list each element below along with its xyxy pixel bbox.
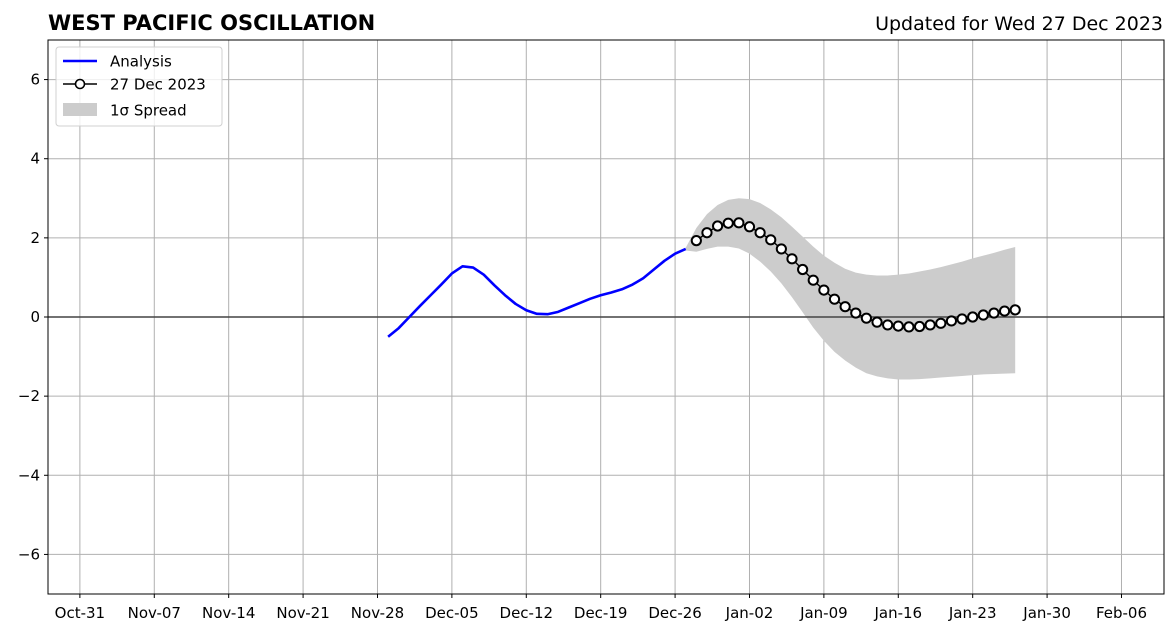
x-tick-label: Nov-28 [351, 604, 404, 622]
legend-box [55, 46, 223, 127]
tick-layer: Oct-31 Nov-07 Nov-14 Nov-21 Nov-28 Dec-05 Dec-… [18, 71, 1147, 622]
x-tick-label: Nov-21 [276, 604, 329, 622]
analysis-line [387, 247, 687, 338]
forecast-point [807, 274, 819, 286]
forecast-point [743, 221, 756, 233]
x-tick-label: Feb-06 [1096, 604, 1147, 622]
x-tick-label: Nov-14 [202, 604, 255, 622]
forecast-point [722, 217, 734, 229]
y-tick-label: −6 [18, 545, 40, 563]
legend-forecast-label: 27 Dec 2023 [110, 76, 206, 94]
y-tick-label: −2 [18, 387, 40, 405]
forecast-point [701, 227, 713, 239]
forecast-point [828, 293, 841, 305]
x-tick-label: Dec-19 [574, 604, 628, 622]
x-tick-label: Jan-23 [948, 604, 997, 622]
forecast-point [998, 305, 1011, 317]
chart-subtitle: Updated for Wed 27 Dec 2023 [875, 13, 1163, 35]
legend-forecast-marker [74, 78, 86, 90]
x-tick-label: Jan-02 [725, 604, 774, 622]
forecast-point [924, 319, 936, 331]
forecast-point [1009, 304, 1021, 316]
series-layer [387, 217, 1021, 338]
spread-layer [48, 198, 1164, 380]
y-tick-label: 6 [30, 71, 40, 89]
forecast-point [690, 235, 702, 247]
forecast-point [903, 321, 915, 333]
forecast-point [775, 243, 787, 255]
forecast-point [913, 320, 926, 333]
legend-analysis-label: Analysis [110, 53, 172, 71]
x-tick-label: Dec-12 [500, 604, 554, 622]
forecast-point [945, 315, 958, 327]
x-tick-label: Dec-05 [425, 604, 479, 622]
y-tick-label: −4 [18, 466, 40, 484]
x-tick-label: Dec-26 [648, 604, 702, 622]
forecast-point [733, 217, 745, 229]
y-tick-label: 2 [30, 229, 40, 247]
x-tick-label: Jan-09 [799, 604, 848, 622]
forecast-point [754, 227, 766, 239]
forecast-point [967, 311, 979, 323]
forecast-point [977, 309, 989, 321]
forecast-point [797, 263, 809, 276]
forecast-point [935, 317, 947, 329]
forecast-point [882, 319, 894, 331]
forecast-point [765, 234, 777, 246]
x-tick-label: Jan-30 [1022, 604, 1071, 622]
forecast-point [988, 307, 1000, 319]
x-tick-label: Oct-31 [55, 604, 105, 622]
legend-spread-swatch [63, 103, 97, 116]
legend-spread-label: 1σ Spread [110, 102, 187, 120]
chart-title: WEST PACIFIC OSCILLATION [48, 11, 375, 35]
forecast-point [818, 284, 830, 296]
forecast-point [860, 312, 873, 324]
y-tick-label: 0 [30, 308, 40, 326]
forecast-point [892, 320, 904, 332]
forecast-point [850, 307, 862, 319]
forecast-point [871, 316, 883, 328]
forecast-point [712, 220, 724, 232]
forecast-point [956, 313, 968, 325]
legend: Analysis 27 Dec 2023 1σ Spread [55, 46, 223, 127]
x-tick-label: Jan-16 [873, 604, 922, 622]
y-tick-label: 4 [30, 150, 40, 168]
forecast-point [839, 301, 851, 313]
forecast-point [786, 253, 798, 265]
x-tick-label: Nov-07 [128, 604, 181, 622]
